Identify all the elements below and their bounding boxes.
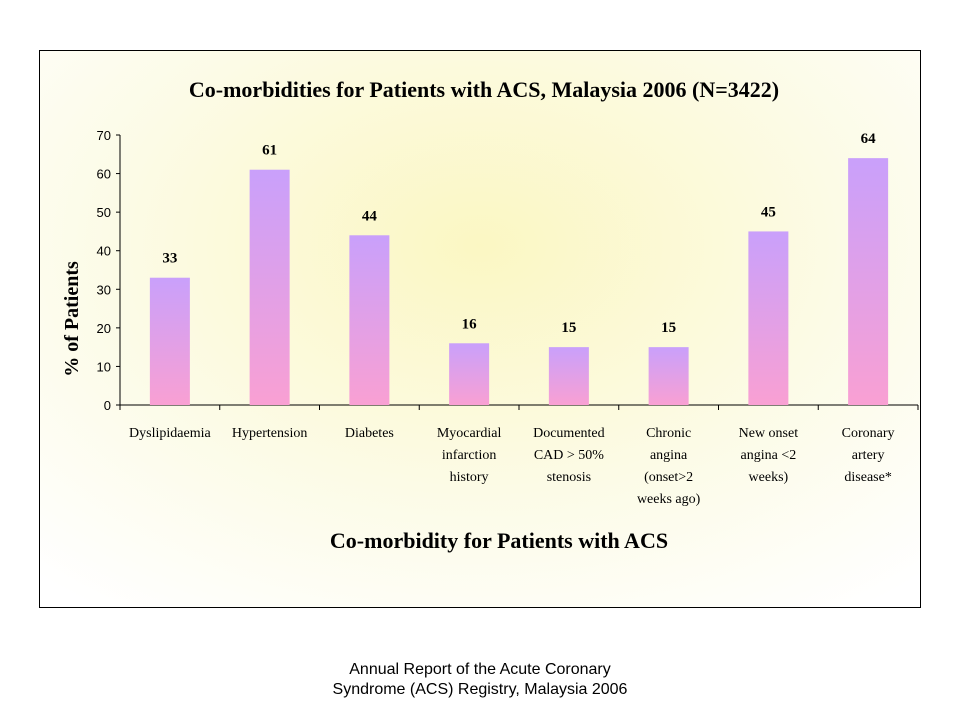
x-tick-label-line: CAD > 50% <box>534 448 604 463</box>
x-tick-label-line: weeks) <box>749 470 789 485</box>
x-tick-label-line: angina <2 <box>741 448 797 463</box>
y-tick-label: 30 <box>97 282 111 297</box>
x-tick-label-line: Dyslipidaemia <box>129 426 211 441</box>
data-label: 15 <box>561 320 576 336</box>
x-tick-label-line: infarction <box>442 448 496 463</box>
x-tick-label-line: Chronic <box>646 426 691 441</box>
x-tick-label-line: history <box>450 470 489 485</box>
data-label: 16 <box>462 316 478 332</box>
data-label: 44 <box>362 208 378 224</box>
bar <box>149 277 190 405</box>
y-axis-label: % of Patients <box>61 261 83 377</box>
x-axis-label: Co-morbidity for Patients with ACS <box>330 528 668 553</box>
plot-area: 0 10 20 30 40 50 60 70 33 Dyslipidaemia 61 Hyperten… <box>97 128 919 507</box>
caption-line-1: Annual Report of the Acute Coronary <box>349 661 611 678</box>
data-label: 15 <box>661 320 676 336</box>
x-tick-label: Dyslipidaemia <box>129 426 211 441</box>
x-tick-label: Documented CAD > 50% stenosis <box>533 426 605 485</box>
x-tick-label-line: Coronary <box>842 426 895 441</box>
bar <box>648 347 689 405</box>
x-tick-label-line: Myocardial <box>437 426 502 441</box>
y-tick-label: 50 <box>97 205 111 220</box>
y-tick-label: 60 <box>97 167 111 182</box>
bar <box>848 158 889 405</box>
data-label: 64 <box>861 131 877 147</box>
x-tick-label-line: stenosis <box>547 470 591 485</box>
bar <box>748 231 789 405</box>
data-label: 33 <box>162 251 177 267</box>
x-tick-label-line: Diabetes <box>345 426 394 441</box>
bar <box>548 347 589 405</box>
x-tick-label: Coronary artery disease* <box>842 426 895 485</box>
x-tick-label-line: angina <box>650 448 688 463</box>
x-tick-label: New onset angina <2 weeks) <box>739 426 799 485</box>
x-tick-label-line: Documented <box>533 426 605 441</box>
x-tick-label: Hypertension <box>232 426 307 441</box>
x-tick-label-line: disease* <box>844 470 891 485</box>
caption-line-2: Syndrome (ACS) Registry, Malaysia 2006 <box>332 681 628 698</box>
x-tick-label: Myocardial infarction history <box>437 426 502 485</box>
y-tick-label: 20 <box>97 321 111 336</box>
chart-title: Co-morbidities for Patients with ACS, Ma… <box>189 77 779 102</box>
y-tick-label: 40 <box>97 244 111 259</box>
x-tick-label: Chronic angina (onset>2 weeks ago) <box>637 426 701 507</box>
bar-chart: Co-morbidities for Patients with ACS, Ma… <box>61 77 919 553</box>
source-caption: Annual Report of the Acute Coronary Synd… <box>0 660 960 700</box>
x-tick-label-line: Hypertension <box>232 426 307 441</box>
y-tick-label: 0 <box>104 398 111 413</box>
x-tick-label-line: New onset <box>739 426 799 441</box>
data-label: 61 <box>262 143 277 159</box>
y-tick-label: 70 <box>97 128 111 143</box>
x-tick-label-line: artery <box>852 448 885 463</box>
x-tick-label-line: (onset>2 <box>644 470 693 485</box>
x-tick-label: Diabetes <box>345 426 394 441</box>
data-label: 45 <box>761 204 776 220</box>
bar <box>249 169 290 405</box>
bar <box>449 343 490 405</box>
chart-frame: Co-morbidities for Patients with ACS, Ma… <box>39 50 921 608</box>
bar <box>349 235 390 405</box>
x-tick-label-line: weeks ago) <box>637 492 701 507</box>
y-tick-label: 10 <box>97 359 111 374</box>
